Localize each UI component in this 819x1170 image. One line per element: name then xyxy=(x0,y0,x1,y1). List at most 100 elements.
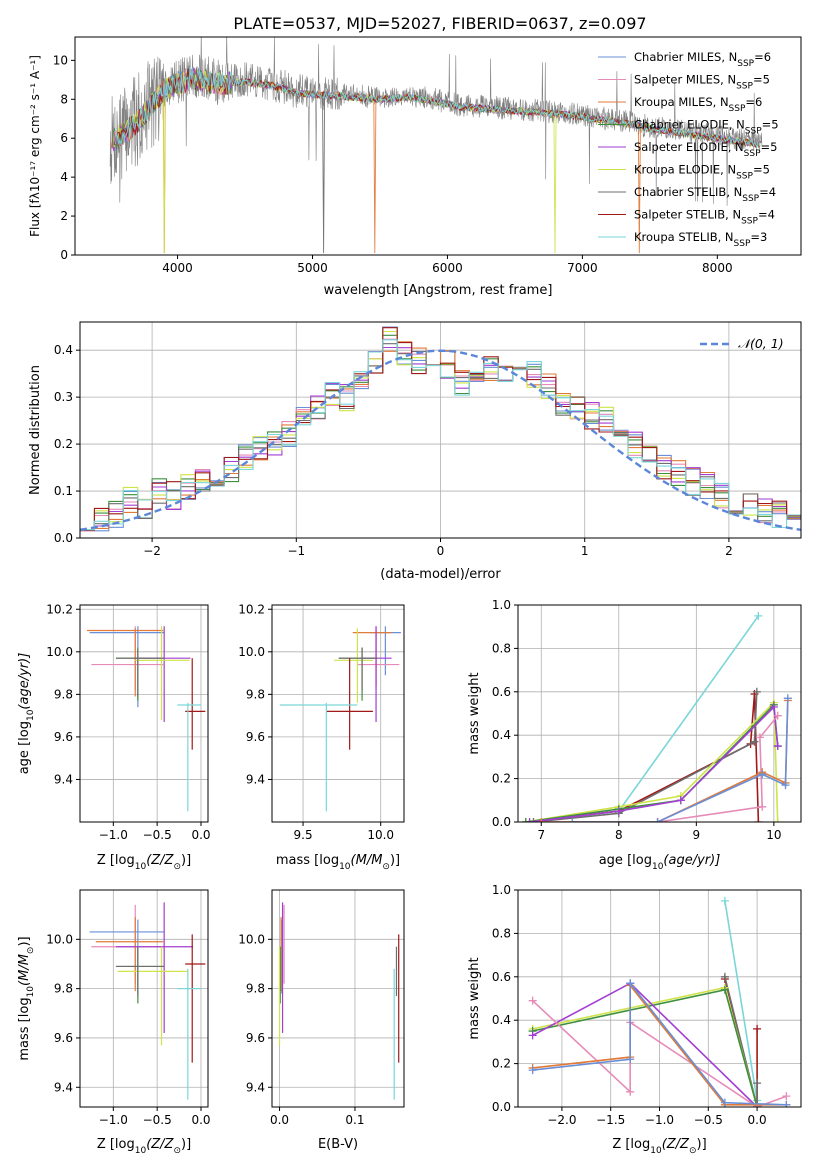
y-tick-label: 6 xyxy=(60,131,68,145)
errorbar-chabrier-stelib xyxy=(115,649,165,697)
legend-label-part: SSP xyxy=(742,194,759,204)
y-tick-label: 9.8 xyxy=(246,687,265,701)
age-vs-mass-xlabel-part: 10 xyxy=(339,862,351,872)
mass-vs-ebv-xlabel: E(B-V) xyxy=(318,1137,358,1152)
y-tick-label: 0.4 xyxy=(492,1013,511,1027)
y-tick-label: 10 xyxy=(53,53,68,67)
mass-weight-vs-age-xlabel-part: (age/yr)] xyxy=(663,853,720,868)
series-chabrier-miles xyxy=(528,979,791,1107)
series-marker xyxy=(720,1098,729,1107)
legend-label-part: Kroupa MILES, N xyxy=(634,95,729,109)
x-tick-label: −1.5 xyxy=(596,1113,625,1127)
axes-mass_vs_ebv: 0.0 0.1 9.4 9.6 9.8 10.0 E(B-V) xyxy=(238,889,405,1152)
mass-vs-z-xlabel-part: (Z/Z xyxy=(146,1137,174,1152)
series-marker xyxy=(676,796,685,805)
legend-label: Kroupa STELIB, NSSP=3 xyxy=(634,230,767,249)
mass-weight-vs-z-xlabel-part: )] xyxy=(697,1137,707,1152)
y-tick-label: 9.8 xyxy=(54,687,73,701)
figure-title: PLATE=0537, MJD=52027, FIBERID=0637, z=0… xyxy=(233,14,646,33)
y-tick-label: 0 xyxy=(60,248,68,262)
legend-label: Salpeter STELIB, NSSP=4 xyxy=(634,208,775,227)
y-tick-label: 1.0 xyxy=(492,598,511,612)
series-marker xyxy=(754,818,763,822)
y-tick-label: 9.6 xyxy=(54,1031,73,1045)
axes-spectrum: 4000 5000 6000 7000 8000 0 2 4 6 8 10 wavelength [A… xyxy=(28,36,802,298)
y-tick-label: 1.0 xyxy=(492,883,511,897)
series-marker xyxy=(752,687,761,696)
series-marker xyxy=(626,979,635,988)
x-tick-label: 0.0 xyxy=(270,1113,289,1127)
errorbar-salpeter-stelib xyxy=(185,934,206,1063)
x-tick-label: 7000 xyxy=(567,261,598,275)
mass-vs-z-ylabel-part: mass [log xyxy=(17,997,32,1060)
y-tick-label: 9.6 xyxy=(54,730,73,744)
legend-label-part: Chabrier STELIB, N xyxy=(634,185,742,199)
plot-area-age_vs_Z xyxy=(87,626,206,812)
y-tick-label: 0.6 xyxy=(492,685,511,699)
y-tick-label: 0.2 xyxy=(492,1057,511,1071)
axes-frame xyxy=(517,604,802,823)
series-marker xyxy=(773,742,782,751)
model-spectrum-kroupa-stelib xyxy=(115,67,761,149)
series-marker xyxy=(528,996,537,1005)
y-tick-label: 2 xyxy=(60,209,68,223)
mass-weight-vs-z-xlabel-part: Z [log xyxy=(612,1137,650,1152)
errorbar-kroupa-elodie xyxy=(135,626,190,720)
x-tick-label: 9.5 xyxy=(294,828,313,842)
errorbar-salpeter-stelib xyxy=(326,658,373,750)
y-tick-label: 10.2 xyxy=(238,602,265,616)
legend-label: Kroupa MILES, NSSP=6 xyxy=(634,95,762,114)
legend-label-part: =4 xyxy=(759,185,776,199)
y-tick-label: 9.4 xyxy=(246,772,265,786)
y-tick-label: 4 xyxy=(60,170,68,184)
series-marker xyxy=(525,818,534,822)
errorbar-salpeter-elodie xyxy=(115,902,194,1034)
series-line xyxy=(724,900,758,1101)
mass-vs-z-ylabel-part: )] xyxy=(17,936,32,946)
series-marker xyxy=(782,1092,791,1101)
series-line xyxy=(533,691,758,822)
y-tick-label: 0.0 xyxy=(492,1100,511,1114)
y-tick-label: 0.4 xyxy=(492,728,511,742)
mass-vs-z-ylabel: mass [log10(M/M⊙)] xyxy=(17,936,36,1060)
series-marker xyxy=(782,1100,791,1107)
legend-label: Chabrier MILES, NSSP=6 xyxy=(634,50,771,69)
age-vs-mass-xlabel-part: )] xyxy=(390,853,400,868)
legend-label-part: =5 xyxy=(753,163,770,177)
series-marker xyxy=(750,737,759,746)
series-marker xyxy=(773,711,782,720)
age-vs-z-ylabel: age [log10(age/yr)] xyxy=(17,653,36,775)
mass-vs-z-xlabel: Z [log10(Z/Z⊙)] xyxy=(97,1137,191,1156)
x-tick-label: 10 xyxy=(766,828,781,842)
series-marker xyxy=(720,985,729,994)
errorbar-kroupa-elodie xyxy=(334,628,373,703)
y-tick-label: 0.0 xyxy=(54,531,73,545)
legend-label-part: SSP xyxy=(734,239,751,249)
errorbar-chabrier-stelib xyxy=(338,647,378,691)
legend-label: Chabrier STELIB, NSSP=4 xyxy=(634,185,776,204)
x-tick-label: 7 xyxy=(537,828,545,842)
y-tick-label: 10.0 xyxy=(238,645,265,659)
series-marker xyxy=(521,818,530,822)
mass-weight-vs-age-xlabel: age [log10(age/yr)] xyxy=(599,853,721,872)
plot-area-spectrum xyxy=(109,37,763,254)
mass-vs-z-ylabel-part: 10 xyxy=(26,986,36,998)
x-tick-label: −1.0 xyxy=(99,1113,128,1127)
legend-label-part: Chabrier ELODIE, N xyxy=(634,118,745,132)
series-marker xyxy=(720,896,729,905)
x-tick-label: 4000 xyxy=(162,261,193,275)
plot-area-mass_vs_Z xyxy=(89,902,206,1100)
legend-label-part: SSP xyxy=(744,149,761,159)
axes-age_vs_Z: −1.0 −0.5 0.09.49.69.810.010.2Z [log10(Z/Z… xyxy=(17,602,211,872)
y-tick-label: 0.4 xyxy=(54,343,73,357)
x-tick-label: 0.1 xyxy=(345,1113,364,1127)
x-tick-label: −1.0 xyxy=(99,828,128,842)
age-vs-z-ylabel-part: age [log xyxy=(17,721,32,774)
mass-vs-z-ylabel-part: (M/M xyxy=(17,954,32,986)
series-line xyxy=(724,976,758,1107)
axes-mass_vs_Z: −1.0 −0.5 0.09.49.69.810.0Z [log10(Z/Z⊙)]m… xyxy=(17,889,211,1156)
mass-weight-vs-age-ylabel: mass weight xyxy=(467,672,482,754)
y-tick-label: 0.0 xyxy=(492,815,511,829)
